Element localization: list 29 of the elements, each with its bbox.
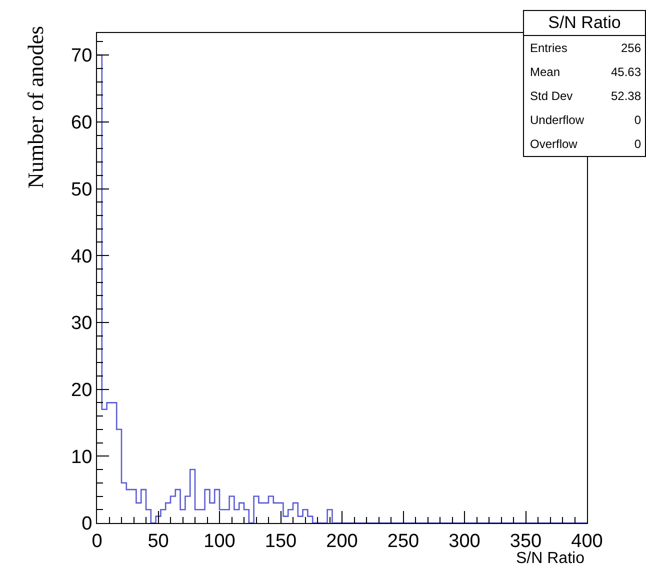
y-tick-label: 10	[71, 446, 92, 468]
x-axis-title: S/N Ratio	[516, 550, 585, 567]
text: 0	[634, 137, 641, 151]
x-tick-label: 200	[326, 530, 358, 552]
y-tick-label: 50	[71, 179, 92, 200]
y-tick-label: 0	[82, 514, 92, 535]
y-tick-label: 70	[71, 46, 92, 67]
annotation: Underflow	[530, 113, 584, 127]
y-tick-label: 40	[71, 246, 92, 268]
annotation: Std Dev	[530, 89, 573, 103]
text: 52.38	[610, 89, 641, 103]
text: 0	[634, 113, 641, 127]
x-tick-label: 150	[264, 530, 297, 552]
x-tick-label: 250	[387, 530, 420, 552]
y-tick-label: 60	[71, 112, 92, 134]
x-tick-label: 350	[510, 530, 542, 552]
y-tick-label: 20	[71, 380, 92, 401]
annotation: Entries	[530, 41, 568, 55]
text: 45.63	[610, 65, 641, 79]
chart-title: S/N Ratio	[524, 11, 645, 36]
x-tick-label: 400	[571, 530, 603, 552]
annotation: Overflow	[530, 137, 578, 151]
y-axis-title: Number of anodes	[23, 26, 48, 188]
text: 256	[620, 41, 641, 55]
y-tick-label: 30	[71, 313, 92, 334]
annotation: Mean	[530, 65, 560, 79]
x-tick-label: 300	[448, 530, 480, 552]
x-tick-label: 100	[204, 530, 236, 552]
x-tick-label: 50	[148, 530, 169, 552]
